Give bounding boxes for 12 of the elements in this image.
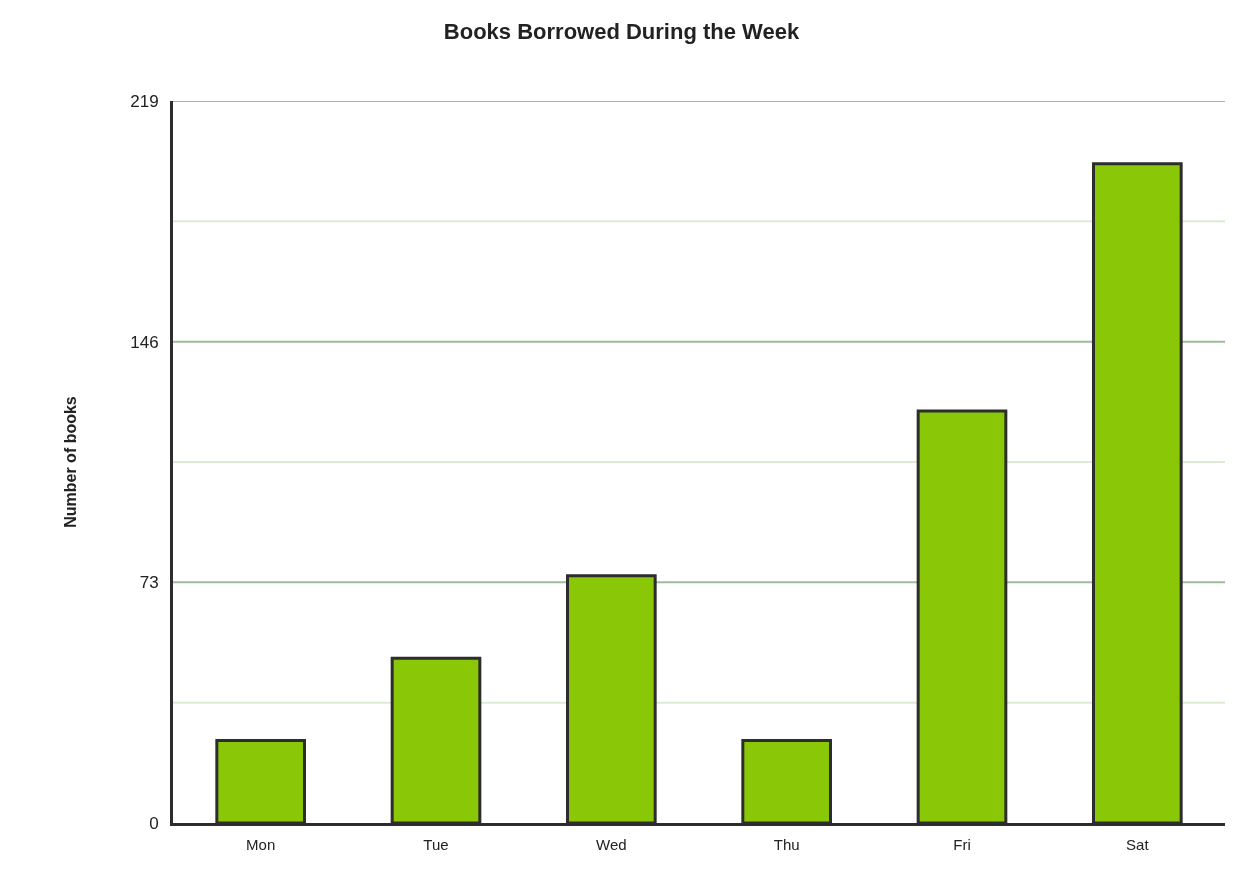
x-tick-label: Tue — [423, 836, 449, 853]
chart-title: Books Borrowed During the Week — [443, 18, 800, 44]
x-tick-label: Thu — [773, 836, 800, 853]
x-tick-label: Mon — [246, 836, 276, 853]
y-tick-label: 73 — [139, 573, 159, 593]
x-tick-label: Sat — [1126, 836, 1150, 853]
y-axis-title: Number of books — [62, 396, 80, 528]
x-tick-label: Fri — [953, 836, 971, 853]
x-tick-label: Wed — [596, 836, 627, 853]
y-tick-label: 219 — [130, 91, 159, 111]
y-tick-label: 0 — [149, 813, 159, 833]
y-tick-label: 146 — [130, 332, 159, 352]
